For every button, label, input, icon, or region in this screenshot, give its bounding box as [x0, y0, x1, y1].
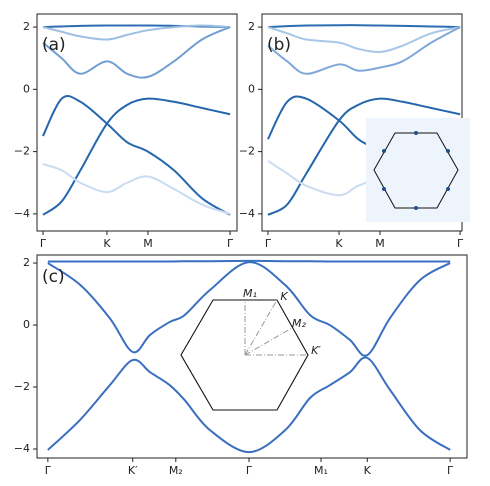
inset-label: M₂: [292, 317, 306, 330]
x-tick-label: M₂: [169, 464, 183, 477]
inset-label: K′: [311, 344, 321, 357]
y-tick-label: −4: [14, 207, 30, 220]
inset-label: M₁: [243, 287, 257, 300]
band-line: [267, 26, 461, 75]
inset-background: [366, 118, 470, 222]
panel-label: (b): [267, 35, 291, 55]
y-tick-label: 2: [23, 256, 30, 269]
y-tick-label: 2: [23, 20, 30, 33]
x-tick-label: K: [335, 237, 343, 250]
inset-dots: [382, 131, 450, 210]
plot-area: [42, 24, 231, 216]
x-tick-label: M₁: [314, 464, 328, 477]
band-line: [267, 26, 461, 54]
x-tick-label: Γ: [246, 464, 253, 477]
panel-label: (a): [42, 35, 66, 55]
y-tick-label: −4: [14, 442, 30, 455]
x-tick-label: Γ: [227, 237, 234, 250]
x-tick-label: K: [364, 464, 372, 477]
y-tick-label: 0: [23, 82, 30, 95]
inset-bz: [366, 118, 470, 222]
band-line: [42, 26, 231, 79]
x-tick-label: Γ: [40, 237, 47, 250]
band-line: [42, 163, 231, 215]
x-tick-label: Γ: [457, 237, 464, 250]
band-line: [42, 97, 231, 216]
panel-label: (c): [42, 267, 65, 287]
x-tick-label: Γ: [45, 464, 52, 477]
y-tick-label: −2: [14, 380, 30, 393]
x-tick-label: K: [103, 237, 111, 250]
axes-frame: [36, 13, 238, 232]
band-line: [42, 95, 231, 216]
y-tick-label: −4: [239, 207, 255, 220]
y-tick-label: 0: [23, 318, 30, 331]
band-line: [47, 261, 451, 357]
inset-label: K: [280, 290, 288, 303]
axes-frame: [36, 254, 468, 459]
y-tick-label: 2: [248, 20, 255, 33]
x-tick-label: M: [143, 237, 153, 250]
band-line: [47, 356, 451, 454]
band-line: [42, 24, 231, 41]
y-tick-label: 0: [248, 82, 255, 95]
inset-path: M₁ K M₂ K′: [180, 287, 321, 411]
band-line: [267, 97, 461, 216]
y-tick-label: −2: [14, 145, 30, 158]
band-line: [47, 259, 451, 263]
path-lines: [244, 299, 308, 356]
y-tick-label: −2: [239, 145, 255, 158]
hexagon: [373, 132, 459, 209]
x-tick-label: K′: [128, 464, 138, 477]
x-tick-label: Γ: [265, 237, 272, 250]
x-tick-label: M: [375, 237, 385, 250]
plot-area: [47, 259, 451, 454]
band-line: [267, 24, 461, 29]
x-tick-label: Γ: [447, 464, 454, 477]
